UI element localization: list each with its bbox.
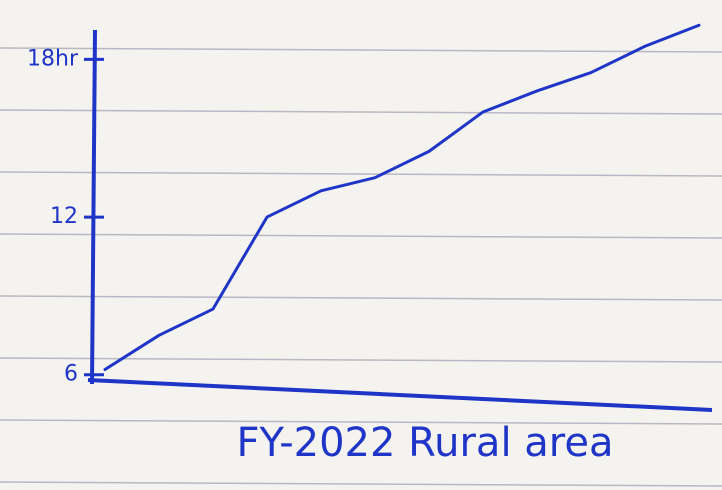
y-tick-label: 12 bbox=[50, 204, 78, 229]
chart: FY-2022 Rural area 6 12 18hr bbox=[0, 0, 722, 490]
y-tick-label: 18hr bbox=[27, 46, 79, 71]
x-axis bbox=[88, 380, 712, 410]
y-tick-label: 6 bbox=[64, 362, 78, 387]
data-line bbox=[105, 25, 699, 369]
y-axis bbox=[92, 30, 95, 384]
x-axis-label: FY-2022 Rural area bbox=[237, 420, 614, 466]
